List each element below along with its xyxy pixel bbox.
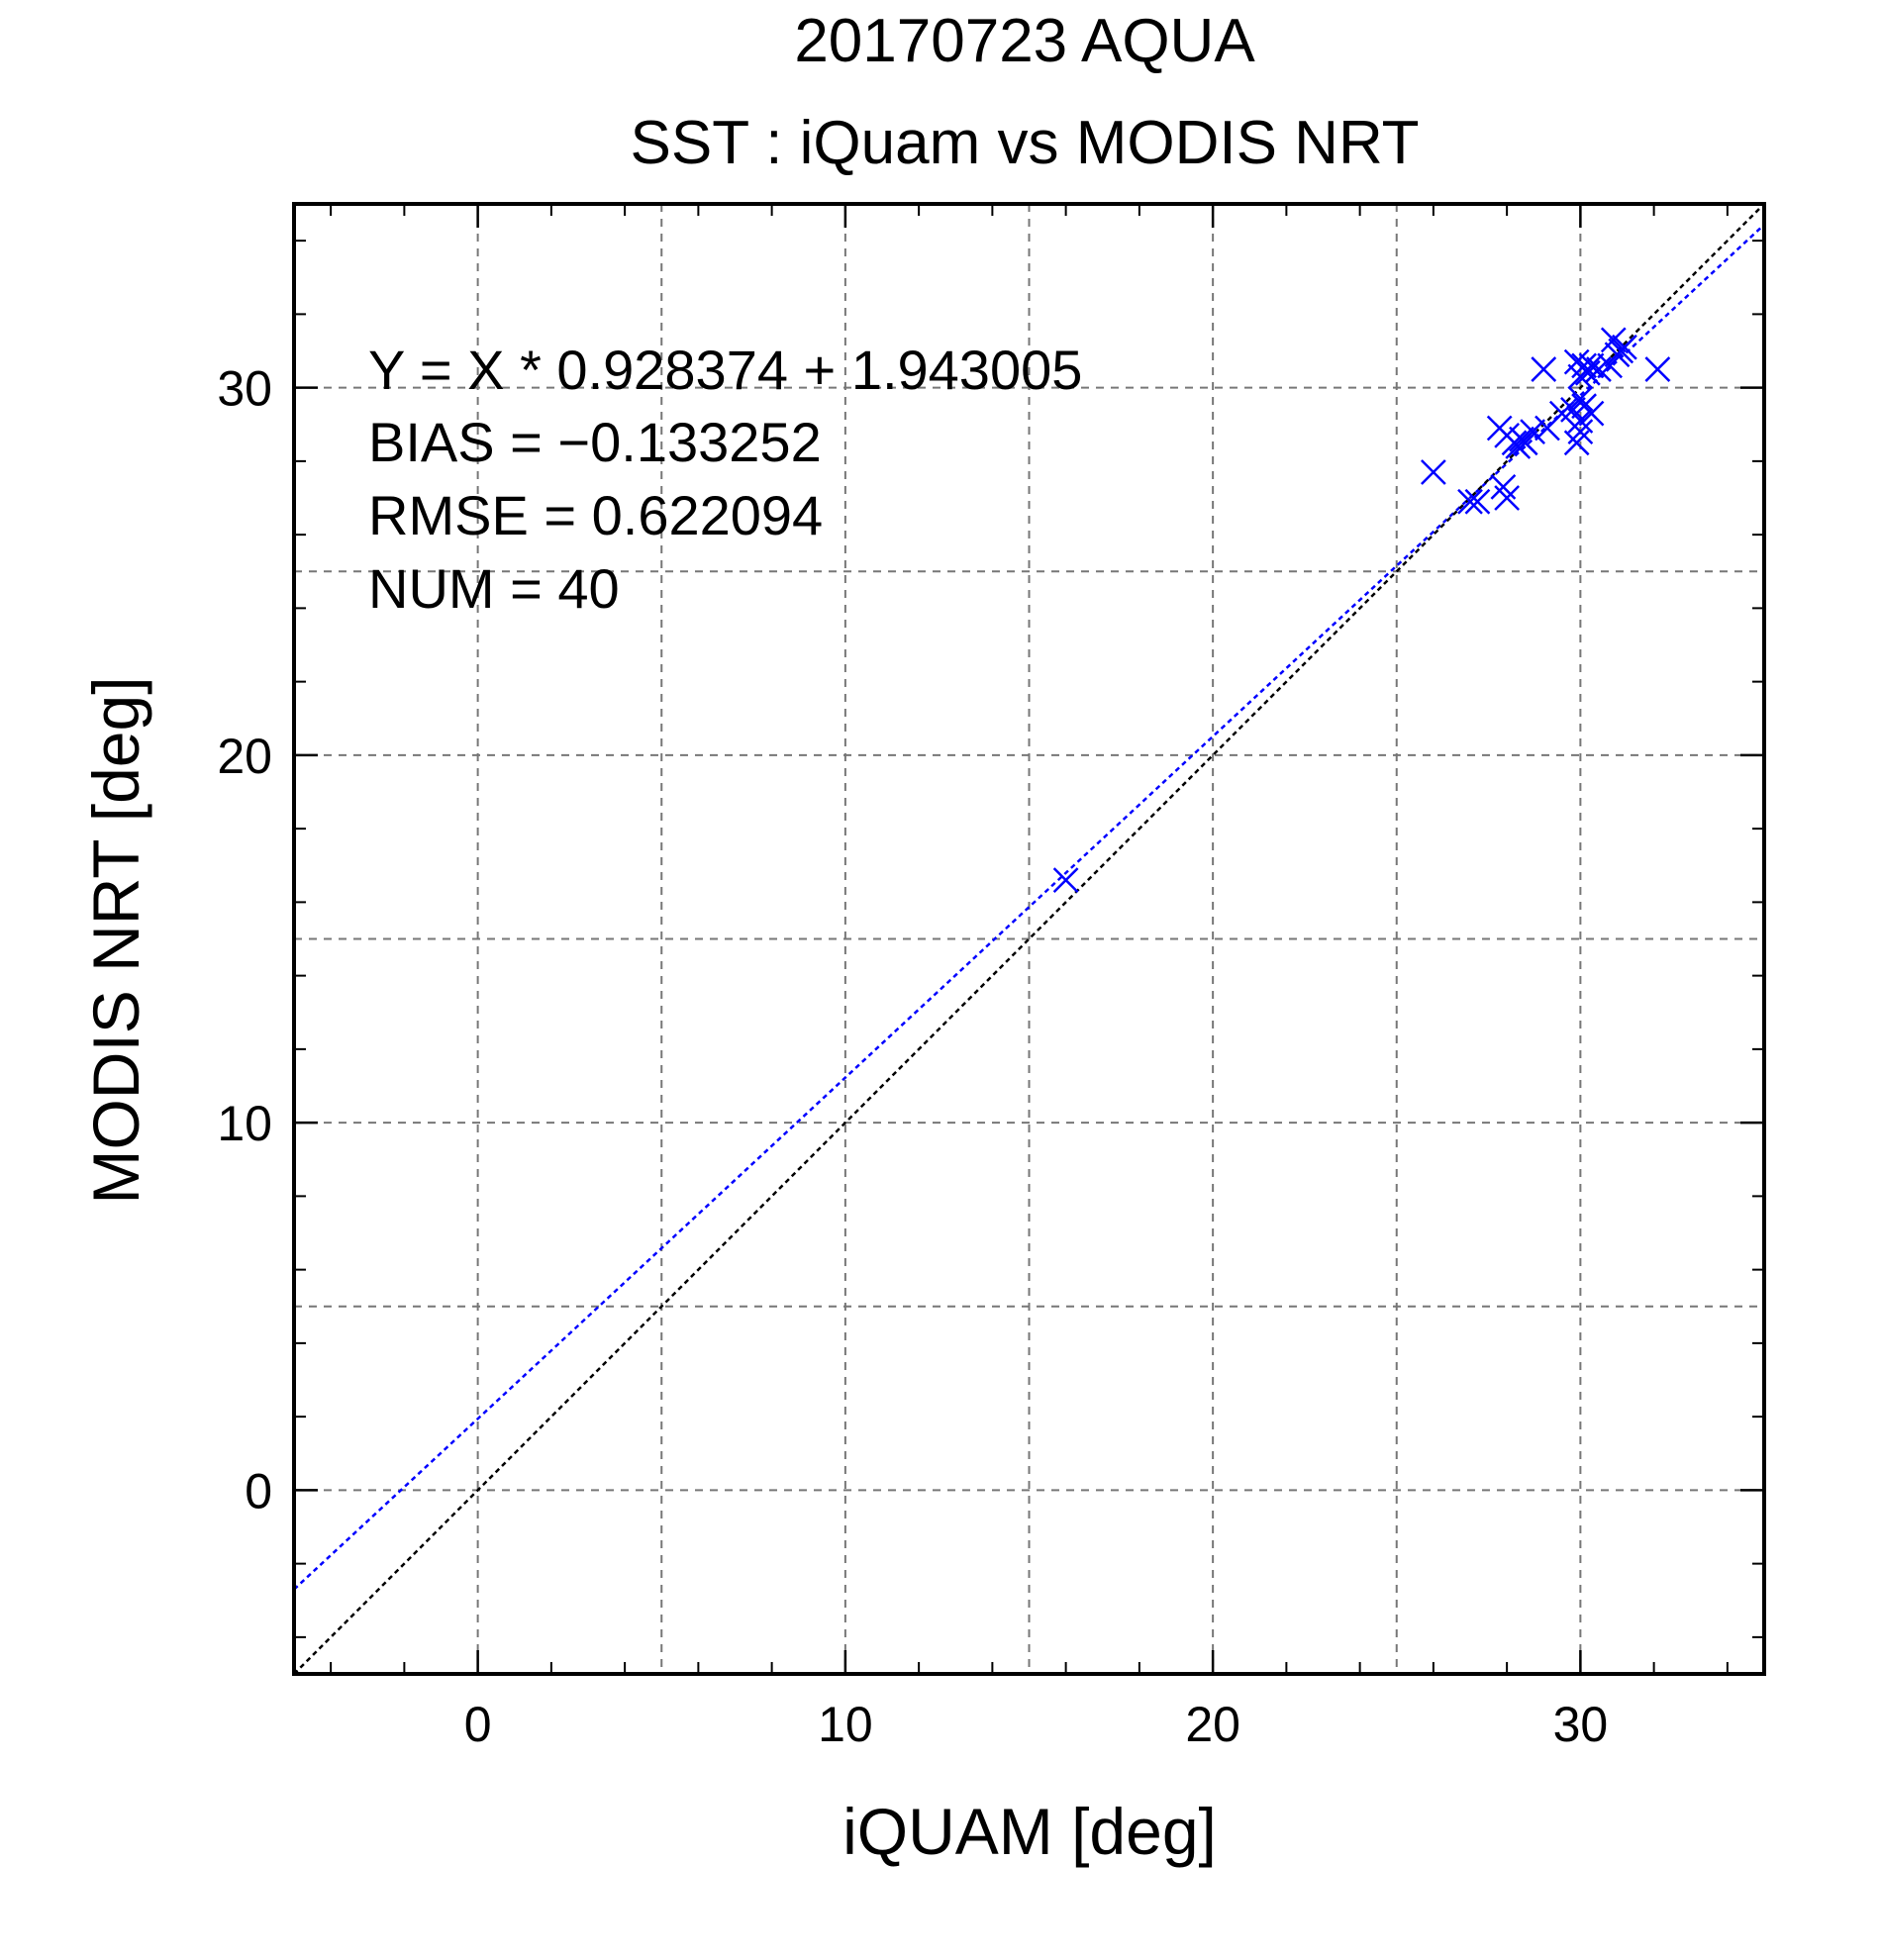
data-point-stroke [1420, 459, 1446, 485]
data-point-stroke [1644, 356, 1671, 382]
num-stat: NUM = 40 [368, 557, 620, 620]
data-point [1578, 400, 1605, 427]
data-point [1531, 356, 1557, 382]
data-point-stroke [1052, 867, 1079, 893]
x-axis-label: iQUAM [deg] [842, 1795, 1217, 1868]
data-point [1578, 352, 1605, 379]
data-point-stroke [1494, 485, 1521, 511]
y-tick-label: 30 [217, 361, 272, 417]
regression-equation: Y = X * 0.928374 + 1.943005 [368, 339, 1082, 401]
data-point-stroke [1520, 419, 1545, 445]
chart-subtitle: SST : iQuam vs MODIS NRT [631, 109, 1420, 177]
x-tick-label: 30 [1553, 1697, 1609, 1752]
data-point-stroke [1567, 385, 1594, 412]
data-point-stroke [1490, 473, 1517, 500]
data-point-stroke [1567, 419, 1594, 445]
y-tick-label: 10 [217, 1096, 272, 1151]
bias-stat: BIAS = −0.133252 [368, 411, 822, 473]
data-point [1520, 419, 1545, 445]
data-point [1457, 488, 1483, 515]
data-point-stroke [1578, 352, 1605, 379]
grid-lines [294, 204, 1764, 1674]
x-tick-label: 0 [464, 1697, 492, 1752]
y-tick-label: 0 [245, 1463, 272, 1519]
data-point-stroke [1612, 334, 1637, 360]
data-point [1512, 430, 1538, 456]
x-tick-labels: 0 10 20 30 [464, 1697, 1608, 1752]
regression-line [293, 224, 1765, 1591]
data-point [1644, 356, 1671, 382]
data-point [1597, 352, 1623, 379]
data-point [1494, 485, 1521, 511]
y-tick-labels: 0 10 20 30 [217, 361, 272, 1519]
data-point-stroke [1597, 352, 1623, 379]
x-tick-label: 10 [818, 1697, 873, 1752]
data-point [1052, 867, 1079, 893]
data-point [1567, 408, 1594, 434]
data-point-stroke [1571, 352, 1597, 379]
data-point-stroke [1512, 430, 1538, 456]
data-point [1567, 419, 1594, 445]
y-tick-label: 20 [217, 729, 272, 784]
plot-frame [292, 202, 1766, 1676]
data-point-stroke [1600, 327, 1627, 353]
data-points [1052, 327, 1671, 893]
data-point [1600, 327, 1627, 353]
chart-title: 20170723 AQUA [794, 7, 1255, 75]
major-ticks [294, 204, 1764, 1674]
data-point [1567, 385, 1594, 412]
data-point [1571, 352, 1597, 379]
y-axis-label: MODIS NRT [deg] [79, 676, 152, 1204]
data-point-stroke [1531, 356, 1557, 382]
data-point-stroke [1578, 400, 1605, 427]
rmse-stat: RMSE = 0.622094 [368, 484, 823, 546]
data-point-stroke [1464, 488, 1491, 515]
x-tick-label: 20 [1185, 1697, 1240, 1752]
data-point [1420, 459, 1446, 485]
data-point-stroke [1457, 488, 1483, 515]
data-point [1464, 488, 1491, 515]
data-point [1612, 334, 1637, 360]
data-point-stroke [1567, 408, 1594, 434]
statistics-annotations: Y = X * 0.928374 + 1.943005 BIAS = −0.13… [368, 339, 1082, 620]
